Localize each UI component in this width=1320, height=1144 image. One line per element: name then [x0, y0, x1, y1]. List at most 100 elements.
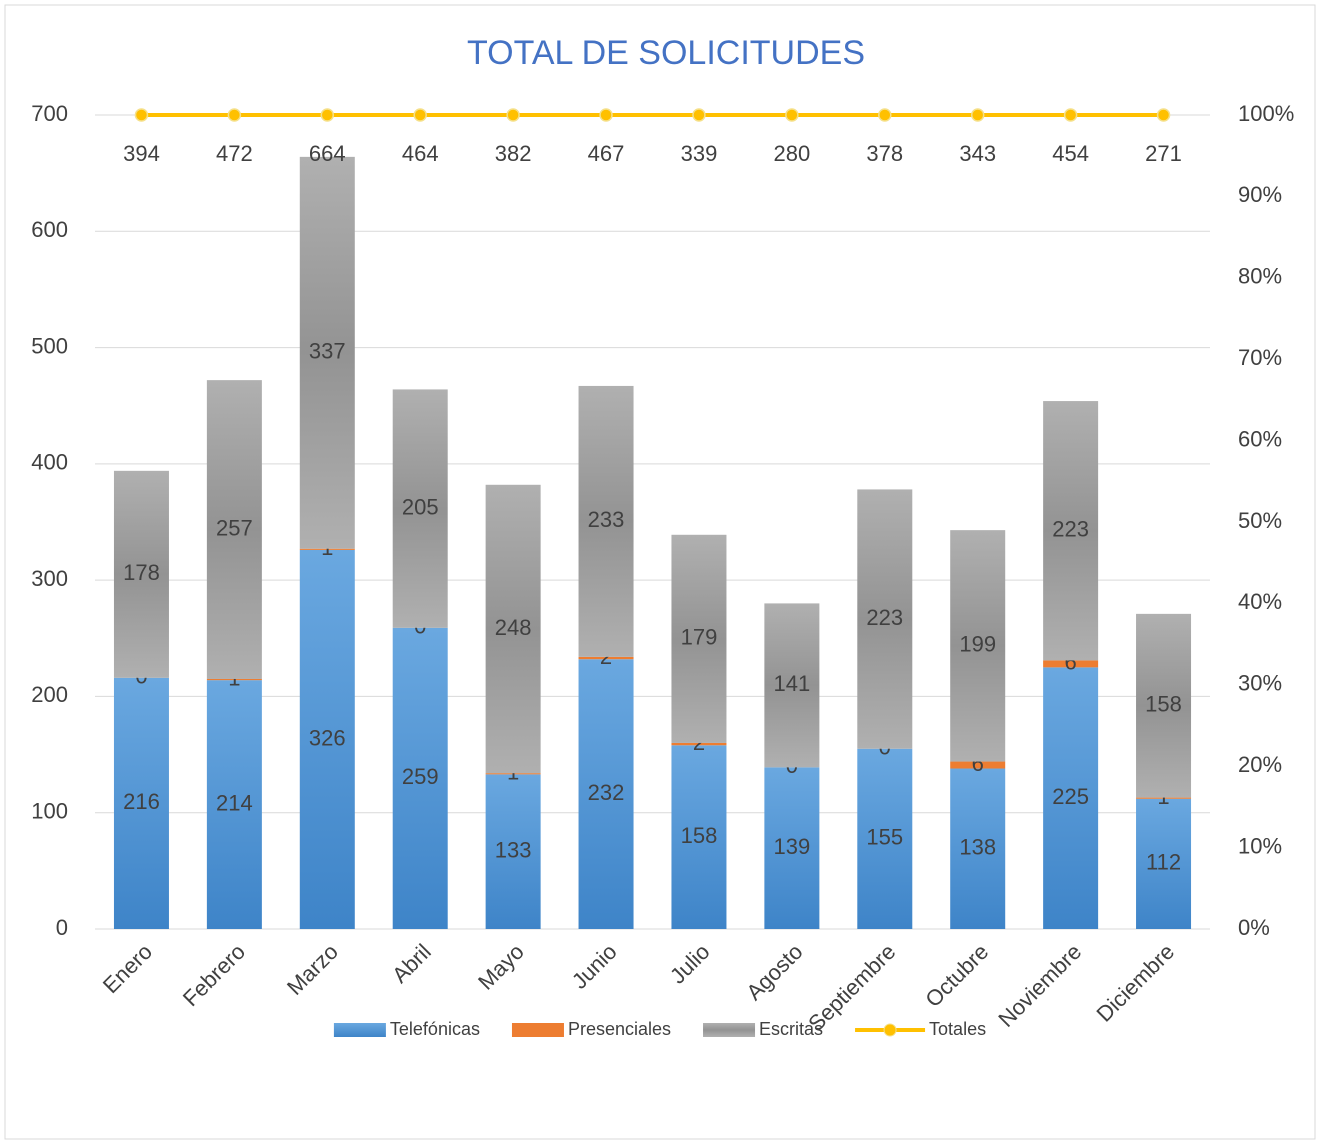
data-label: 664	[309, 141, 346, 166]
bar-segment	[857, 489, 913, 749]
y2-tick-label: 90%	[1238, 182, 1282, 207]
line-marker	[599, 108, 613, 122]
bar-segment	[299, 156, 355, 549]
bar-segment	[1136, 613, 1192, 798]
bar-segment	[578, 385, 634, 657]
bar-segment	[1043, 660, 1099, 668]
legend-label: Totales	[929, 1019, 986, 1039]
y2-tick-label: 30%	[1238, 671, 1282, 696]
y-tick-label: 500	[31, 333, 68, 358]
data-label: 326	[309, 725, 346, 750]
bar-segment	[1136, 797, 1192, 799]
bar-segment	[206, 380, 262, 679]
legend-swatch-marker	[883, 1023, 897, 1037]
bar-segment	[485, 773, 541, 775]
data-label: 112	[1146, 850, 1181, 875]
bar-segment	[857, 748, 913, 929]
legend-label: Escritas	[759, 1019, 823, 1039]
line-marker	[1156, 108, 1171, 122]
bar-segment	[950, 768, 1006, 929]
chart-title: TOTAL DE SOLICITUDES	[467, 34, 865, 72]
data-label: 464	[402, 141, 439, 166]
bar-segment	[299, 548, 355, 550]
legend-swatch	[703, 1023, 756, 1037]
line-marker	[413, 108, 427, 122]
data-label: 454	[1052, 141, 1089, 166]
data-label: 339	[681, 141, 718, 166]
bar-segment	[950, 530, 1006, 762]
y2-tick-label: 40%	[1238, 589, 1282, 614]
y-tick-label: 0	[56, 915, 68, 940]
bar-segment	[671, 534, 727, 743]
bar-segment	[485, 774, 541, 929]
data-label: 141	[774, 671, 811, 696]
data-label: 467	[588, 141, 625, 166]
y2-tick-label: 60%	[1238, 426, 1282, 451]
data-label: 472	[216, 141, 253, 166]
data-label: 280	[774, 141, 811, 166]
line-marker	[320, 108, 335, 122]
bar-segment	[113, 677, 169, 929]
legend-label: Presenciales	[568, 1019, 671, 1039]
data-label: 382	[495, 141, 532, 166]
data-label: 155	[866, 825, 903, 850]
line-marker	[970, 108, 985, 122]
line-marker	[134, 108, 149, 122]
y-tick-label: 100	[31, 799, 68, 824]
legend-label: Telefónicas	[390, 1019, 480, 1039]
data-label: 223	[866, 605, 903, 630]
bar-segment	[1043, 401, 1099, 661]
bar-segment	[764, 767, 820, 929]
data-label: 343	[959, 141, 996, 166]
bar-segment	[671, 742, 727, 746]
data-label: 133	[495, 837, 532, 862]
data-label: 158	[681, 823, 718, 848]
bar-segment	[671, 745, 727, 929]
data-label: 378	[866, 141, 903, 166]
y2-tick-label: 10%	[1238, 833, 1282, 858]
data-label: 271	[1145, 141, 1182, 166]
data-label: 178	[123, 560, 160, 585]
data-label: 233	[588, 507, 625, 532]
y-tick-label: 600	[31, 217, 68, 242]
data-label: 216	[123, 789, 160, 814]
y-tick-label: 700	[31, 101, 68, 126]
legend-swatch	[511, 1023, 564, 1037]
bar-segment	[578, 656, 634, 660]
data-label: 139	[774, 834, 811, 859]
bar-segment	[578, 659, 634, 929]
data-label: 394	[123, 141, 160, 166]
bar-segment	[1136, 798, 1192, 929]
y-tick-label: 400	[31, 450, 68, 475]
bar-segment	[299, 549, 355, 929]
data-label: 158	[1145, 692, 1182, 717]
y2-tick-label: 20%	[1238, 752, 1282, 777]
data-label: 248	[495, 615, 532, 640]
data-label: 257	[216, 515, 253, 540]
line-marker	[878, 108, 892, 122]
line-marker	[785, 108, 799, 122]
bar-segment	[1043, 667, 1099, 929]
y2-tick-label: 70%	[1238, 345, 1282, 370]
y2-tick-label: 50%	[1238, 508, 1282, 533]
data-label: 179	[681, 625, 718, 650]
data-label: 199	[959, 632, 996, 657]
bar-segment	[950, 761, 1006, 769]
bar-segment	[113, 470, 169, 678]
y2-tick-label: 100%	[1238, 101, 1294, 126]
y-tick-label: 300	[31, 566, 68, 591]
line-marker	[1063, 108, 1078, 122]
legend-swatch	[333, 1023, 386, 1037]
bar-segment	[485, 484, 541, 774]
data-label: 337	[309, 339, 346, 364]
bar-segment	[392, 627, 448, 929]
line-marker	[227, 108, 242, 122]
bar-segment	[392, 389, 448, 628]
y-tick-label: 200	[31, 682, 68, 707]
data-label: 223	[1052, 517, 1089, 542]
data-label: 232	[588, 780, 625, 805]
line-marker	[506, 108, 520, 122]
bar-segment	[206, 678, 262, 681]
bar-segment	[764, 603, 820, 768]
